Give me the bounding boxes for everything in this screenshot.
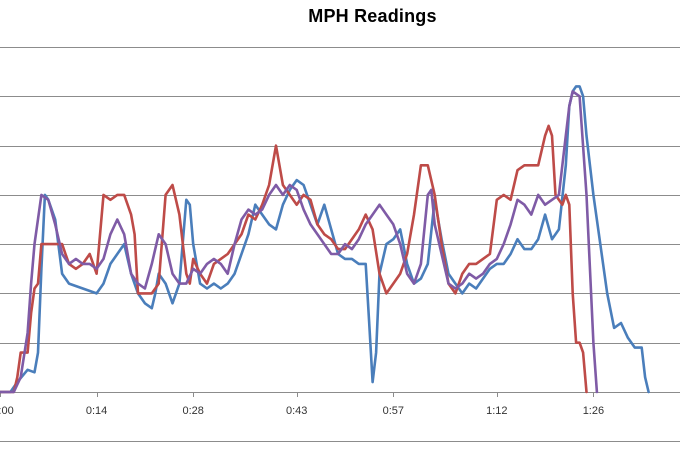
- x-tick-label: 1:12: [486, 405, 507, 417]
- x-tick-label: 0:28: [182, 405, 203, 417]
- series-line-3: [0, 90, 599, 394]
- x-tick-label: 1:26: [583, 405, 604, 417]
- x-tick-label: 0:00: [0, 405, 14, 417]
- x-tick-label: 0:57: [383, 405, 404, 417]
- gridlines: [0, 47, 680, 442]
- series-line-2: [0, 124, 588, 394]
- x-axis: 0:00 0:14 0:28 0:43 0:57 1:12 1:26: [0, 392, 604, 417]
- chart-title: MPH Readings: [308, 6, 437, 26]
- x-tick-label: 0:14: [86, 405, 107, 417]
- x-tick-label: 0:43: [286, 405, 307, 417]
- series-line-1: [0, 85, 650, 394]
